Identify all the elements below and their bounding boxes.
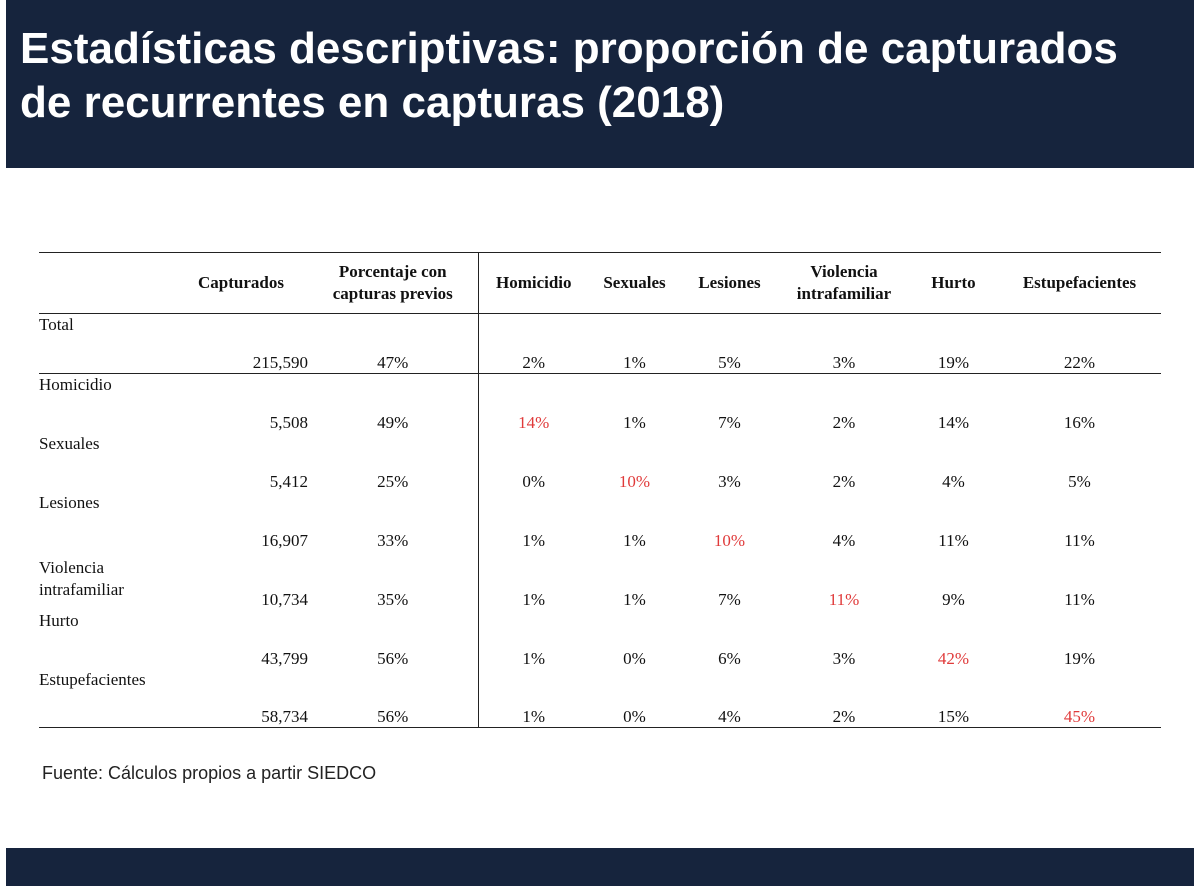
header-bar: Estadísticas descriptivas: proporción de…	[6, 0, 1194, 168]
cell-hurto: 14%	[937, 412, 970, 432]
cell-hurto: 19%	[909, 313, 998, 374]
cell-sexuales: 1%	[623, 589, 646, 609]
row-label: Sexuales	[39, 433, 100, 453]
cell-sexuales: 1%	[589, 313, 680, 374]
row-label: Total	[39, 313, 174, 374]
cell-violencia: 4%	[832, 530, 856, 550]
table-row-lesiones: Lesiones 16,907 33% 1% 1% 10% 4% 11% 11%	[39, 491, 1161, 551]
cell-violencia: 3%	[832, 648, 856, 668]
table-row-homicidio: Homicidio 5,508 49% 14% 1% 7% 2% 14% 16%	[39, 373, 1161, 433]
cell-hurto: 15%	[909, 668, 998, 728]
cell-lesiones: 3%	[718, 471, 741, 491]
cell-lesiones: 6%	[718, 648, 741, 668]
cell-lesiones: 7%	[718, 589, 741, 609]
cell-estupefacientes: 22%	[998, 313, 1161, 374]
cell-sexuales: 1%	[623, 530, 646, 550]
header-hurto: Hurto	[909, 252, 998, 314]
cell-estupefacientes: 45%	[998, 668, 1161, 728]
cell-estupefacientes: 19%	[1063, 648, 1096, 668]
cell-sexuales: 0%	[623, 648, 646, 668]
cell-violencia: 2%	[779, 668, 909, 728]
header-porcentaje: Porcentaje con capturas previos	[308, 252, 479, 314]
cell-estupefacientes: 11%	[1064, 530, 1095, 550]
page-title: Estadísticas descriptivas: proporción de…	[20, 22, 1190, 130]
cell-homicidio: 1%	[522, 589, 546, 609]
table-row-estupefacientes: Estupefacientes 58,734 56% 1% 0% 4% 2% 1…	[39, 668, 1161, 728]
title-line-2: de recurrentes en capturas (2018)	[20, 78, 725, 127]
cell-porcentaje: 33%	[308, 491, 479, 551]
cell-porcentaje: 56%	[308, 668, 479, 728]
cell-homicidio: 14%	[518, 412, 550, 432]
cell-estupefacientes: 11%	[1064, 589, 1095, 609]
statistics-table: Capturados Porcentaje con capturas previo…	[39, 252, 1161, 728]
cell-hurto: 42%	[937, 648, 970, 668]
cell-porcentaje: 49%	[308, 373, 479, 433]
header-porcentaje-line-1: Porcentaje con	[338, 262, 447, 281]
header-estupefacientes: Estupefacientes	[998, 252, 1161, 314]
cell-lesiones: 4%	[680, 668, 779, 728]
cell-porcentaje: 56%	[308, 609, 479, 669]
source-note: Fuente: Cálculos propios a partir SIEDCO	[42, 763, 377, 783]
cell-violencia: 2%	[832, 412, 856, 432]
cell-capturados: 43,799	[261, 648, 308, 668]
row-label: Violencia intrafamiliar	[39, 551, 174, 610]
cell-sexuales: 10%	[618, 471, 651, 491]
header-porcentaje-line-2: capturas previos	[332, 284, 453, 303]
cell-homicidio: 1%	[522, 648, 546, 668]
cell-porcentaje: 47%	[308, 313, 479, 374]
table-row-total: Total 215,590 47% 2% 1% 5% 3% 19% 22%	[39, 313, 1161, 374]
cell-capturados: 5,412	[269, 471, 308, 491]
cell-violencia: 3%	[779, 313, 909, 374]
table-row-violencia-intrafamiliar: Violencia intrafamiliar 10,734 35% 1% 1% …	[39, 550, 1161, 610]
cell-homicidio: 1%	[522, 530, 546, 550]
cell-hurto: 4%	[942, 471, 965, 491]
header-lesiones: Lesiones	[680, 252, 779, 314]
header-label	[39, 252, 174, 314]
header-sexuales: Sexuales	[589, 252, 680, 314]
cell-capturados: 16,907	[261, 530, 308, 550]
cell-capturados: 10,734	[261, 589, 308, 609]
cell-sexuales: 0%	[589, 668, 680, 728]
cell-lesiones: 5%	[680, 313, 779, 374]
cell-violencia: 11%	[828, 589, 860, 609]
cell-lesiones: 10%	[713, 530, 746, 550]
cell-lesiones: 7%	[718, 412, 741, 432]
row-label-line-2: intrafamiliar	[39, 579, 124, 599]
cell-hurto: 11%	[938, 530, 969, 550]
table-row-hurto: Hurto 43,799 56% 1% 0% 6% 3% 42% 19%	[39, 609, 1161, 669]
title-line-1: Estadísticas descriptivas: proporción de…	[20, 24, 1118, 73]
header-homicidio: Homicidio	[478, 252, 589, 314]
header-violencia-line-1: Violencia	[810, 262, 878, 281]
header-violencia-line-2: intrafamiliar	[796, 284, 892, 303]
row-label: Hurto	[39, 610, 79, 630]
row-label: Estupefacientes	[39, 668, 174, 728]
cell-homicidio: 0%	[522, 471, 546, 491]
cell-porcentaje: 25%	[308, 432, 479, 492]
cell-capturados: 5,508	[269, 412, 308, 432]
header-capturados: Capturados	[174, 252, 308, 314]
row-label-line-1: Violencia	[39, 557, 105, 577]
cell-capturados: 58,734	[174, 668, 308, 728]
header-violencia: Violencia intrafamiliar	[779, 252, 909, 314]
cell-estupefacientes: 5%	[1068, 471, 1091, 491]
cell-homicidio: 1%	[478, 668, 589, 728]
cell-porcentaje: 35%	[308, 550, 479, 610]
table-header-row: Capturados Porcentaje con capturas previo…	[39, 252, 1161, 314]
row-label: Lesiones	[39, 492, 100, 512]
cell-capturados: 215,590	[174, 313, 308, 374]
footer-bar	[6, 848, 1194, 886]
cell-hurto: 9%	[942, 589, 965, 609]
cell-violencia: 2%	[832, 471, 856, 491]
cell-homicidio: 2%	[478, 313, 589, 374]
cell-estupefacientes: 16%	[1063, 412, 1096, 432]
row-label: Homicidio	[39, 375, 112, 394]
cell-sexuales: 1%	[623, 412, 646, 432]
table-row-sexuales: Sexuales 5,412 25% 0% 10% 3% 2% 4% 5%	[39, 432, 1161, 492]
